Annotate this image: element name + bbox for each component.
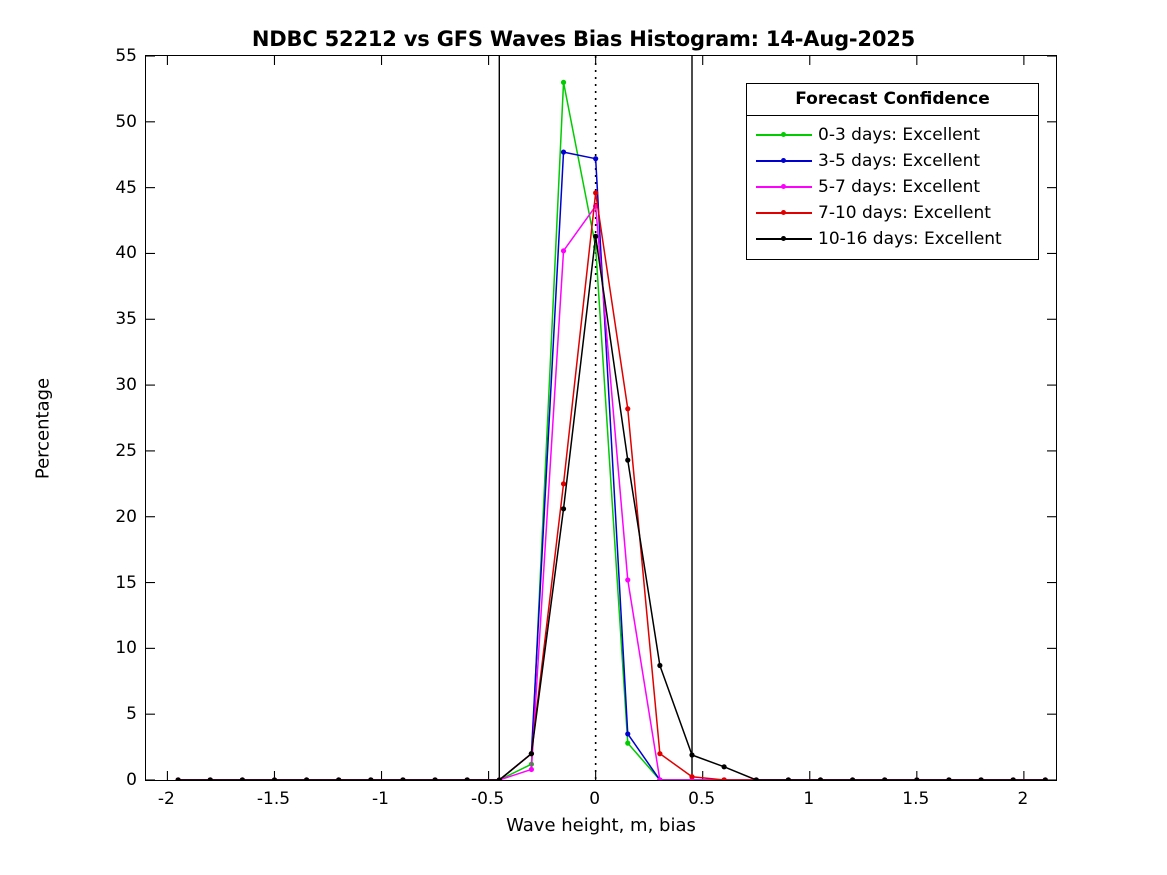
y-tick-label: 40	[115, 243, 137, 264]
legend-item[interactable]: 10-16 days: Excellent	[747, 226, 1038, 252]
legend-item[interactable]: 7-10 days: Excellent	[747, 200, 1038, 226]
y-tick-label: 25	[115, 440, 137, 461]
chart-title: NDBC 52212 vs GFS Waves Bias Histogram: …	[251, 27, 916, 51]
y-axis-label: Percentage	[32, 377, 54, 480]
x-tick-label: -0.5	[470, 789, 505, 809]
y-tick-label: 5	[126, 704, 137, 725]
legend-item-label: 3-5 days: Excellent	[818, 151, 981, 171]
y-tick-label: 15	[115, 572, 137, 593]
y-tick-label: 30	[115, 375, 137, 396]
legend-line-icon	[756, 232, 812, 246]
x-tick-label: -2	[157, 789, 175, 809]
legend-line-icon	[756, 154, 812, 168]
legend-item[interactable]: 0-3 days: Excellent	[747, 122, 1038, 148]
x-tick-label: 0.5	[688, 789, 716, 809]
y-tick-label: 20	[115, 506, 137, 527]
y-tick-label: 45	[115, 177, 137, 198]
legend-item[interactable]: 5-7 days: Excellent	[747, 174, 1038, 200]
x-tick-label: 1.5	[902, 789, 930, 809]
legend: Forecast Confidence 0-3 days: Excellent 3…	[746, 83, 1039, 260]
y-tick-label: 0	[126, 770, 137, 790]
x-tick-label: 1	[803, 789, 815, 809]
legend-item-label: 7-10 days: Excellent	[818, 203, 991, 223]
x-tick-label: 2	[1017, 789, 1029, 809]
legend-item-label: 0-3 days: Excellent	[818, 125, 981, 145]
x-axis-tick-labels: -2 -1.5 -1 -0.5 0 0.5 1 1.5 2	[145, 789, 1057, 815]
x-axis-label: Wave height, m, bias	[506, 815, 696, 836]
legend-item-label: 5-7 days: Excellent	[818, 177, 981, 197]
x-tick-label: 0	[589, 789, 601, 809]
x-tick-label: -1	[372, 789, 389, 809]
y-tick-label: 10	[115, 638, 137, 659]
legend-item[interactable]: 3-5 days: Excellent	[747, 148, 1038, 174]
y-tick-label: 55	[115, 46, 137, 66]
y-tick-label: 35	[115, 309, 137, 330]
legend-entries: 0-3 days: Excellent 3-5 days: Excellent 5-…	[747, 116, 1038, 259]
x-tick-label: -1.5	[256, 789, 291, 809]
y-axis-tick-labels: 0 5 10 15 20 25 30 35 40 45 50 55	[92, 46, 137, 790]
legend-item-label: 10-16 days: Excellent	[818, 229, 1002, 249]
legend-line-icon	[756, 128, 812, 142]
legend-line-icon	[756, 180, 812, 194]
plot-svg	[146, 56, 1056, 780]
legend-line-icon	[756, 206, 812, 220]
legend-title: Forecast Confidence	[747, 84, 1038, 116]
y-tick-label: 50	[115, 111, 137, 132]
